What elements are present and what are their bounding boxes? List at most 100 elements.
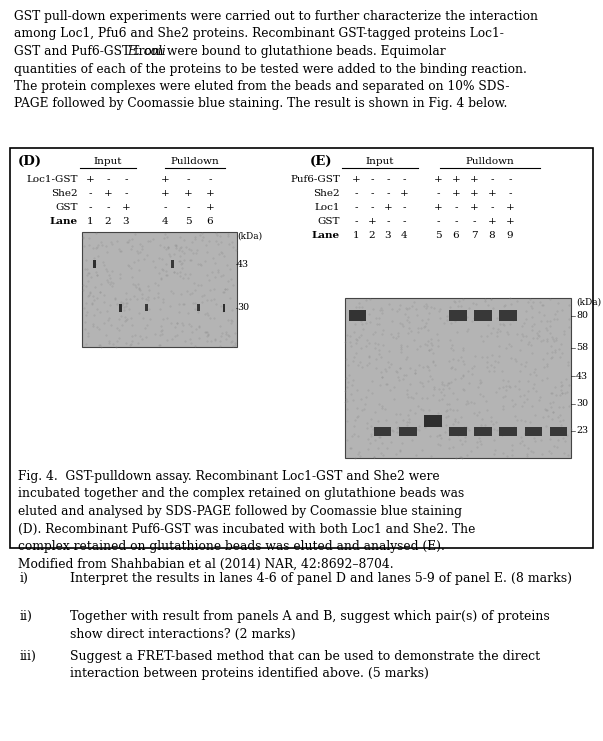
Point (157, 328, 166, 340)
Point (341, 372, 351, 384)
Point (456, 301, 466, 313)
Point (177, 325, 187, 337)
Point (368, 328, 378, 340)
Point (534, 330, 543, 342)
Point (444, 425, 453, 436)
Point (189, 278, 199, 290)
Point (81, 309, 90, 321)
Point (83, 275, 93, 287)
Point (91, 227, 101, 239)
Point (439, 389, 449, 401)
Point (535, 391, 545, 403)
Text: 5: 5 (435, 231, 441, 240)
Point (137, 288, 147, 299)
Point (204, 285, 214, 296)
Bar (424, 415, 441, 428)
Point (224, 330, 234, 342)
Text: -: - (402, 203, 406, 212)
Point (406, 391, 416, 403)
Point (456, 411, 466, 422)
Point (218, 286, 227, 298)
Point (422, 300, 432, 312)
Point (558, 401, 568, 413)
Point (458, 370, 467, 382)
Point (420, 320, 430, 332)
Point (470, 350, 479, 362)
Text: 4: 4 (162, 217, 168, 226)
Point (462, 325, 472, 337)
Point (83, 327, 93, 339)
Point (216, 246, 226, 258)
Point (502, 325, 511, 337)
Point (204, 235, 213, 247)
Point (406, 325, 416, 336)
Text: -: - (436, 217, 440, 226)
Point (103, 247, 112, 259)
Point (134, 264, 144, 276)
Point (444, 442, 454, 453)
Point (186, 338, 195, 350)
Point (188, 297, 197, 309)
Point (367, 375, 377, 387)
Point (420, 416, 430, 428)
Text: were bound to glutathione beads. Equimolar: were bound to glutathione beads. Equimol… (163, 45, 446, 58)
Point (106, 276, 116, 288)
Point (531, 369, 541, 381)
Point (374, 318, 384, 330)
Text: -: - (163, 203, 167, 212)
Point (194, 306, 203, 318)
Point (553, 297, 563, 309)
Point (215, 320, 225, 332)
Point (394, 303, 403, 315)
Point (375, 305, 385, 316)
Point (378, 450, 388, 462)
Point (436, 420, 446, 432)
Point (515, 390, 525, 402)
Point (216, 270, 226, 282)
Point (397, 427, 407, 439)
Text: Together with result from panels A and B, suggest which pair(s) of proteins: Together with result from panels A and B… (70, 610, 550, 623)
Point (183, 308, 193, 319)
Point (191, 247, 201, 259)
Point (128, 240, 137, 252)
Text: 3: 3 (385, 231, 391, 240)
Point (480, 296, 490, 308)
Point (426, 333, 435, 345)
Point (403, 419, 412, 431)
Point (215, 248, 224, 260)
Point (202, 270, 212, 282)
Point (534, 306, 544, 318)
Point (474, 432, 484, 444)
Point (197, 235, 206, 247)
Point (450, 295, 459, 307)
Point (549, 406, 558, 418)
Point (404, 316, 414, 328)
Point (441, 419, 450, 431)
Point (527, 325, 537, 336)
Point (114, 313, 124, 325)
Point (375, 431, 385, 443)
Point (498, 318, 508, 330)
Point (105, 270, 115, 282)
Point (478, 413, 487, 425)
Point (515, 437, 525, 449)
Point (489, 365, 499, 377)
Point (121, 311, 130, 323)
Point (375, 379, 385, 391)
Point (212, 229, 222, 241)
Point (92, 242, 101, 254)
Point (561, 435, 570, 447)
Point (130, 279, 140, 290)
Point (392, 366, 402, 378)
Bar (374, 427, 391, 436)
Point (198, 230, 207, 242)
Point (450, 415, 459, 427)
Point (154, 267, 163, 279)
Text: quantities of each of the proteins to be tested were added to the binding reacti: quantities of each of the proteins to be… (14, 62, 527, 76)
Point (362, 359, 372, 371)
Text: 2: 2 (368, 231, 375, 240)
Point (487, 349, 497, 361)
Point (470, 428, 480, 439)
Point (360, 399, 370, 411)
Point (472, 409, 482, 421)
